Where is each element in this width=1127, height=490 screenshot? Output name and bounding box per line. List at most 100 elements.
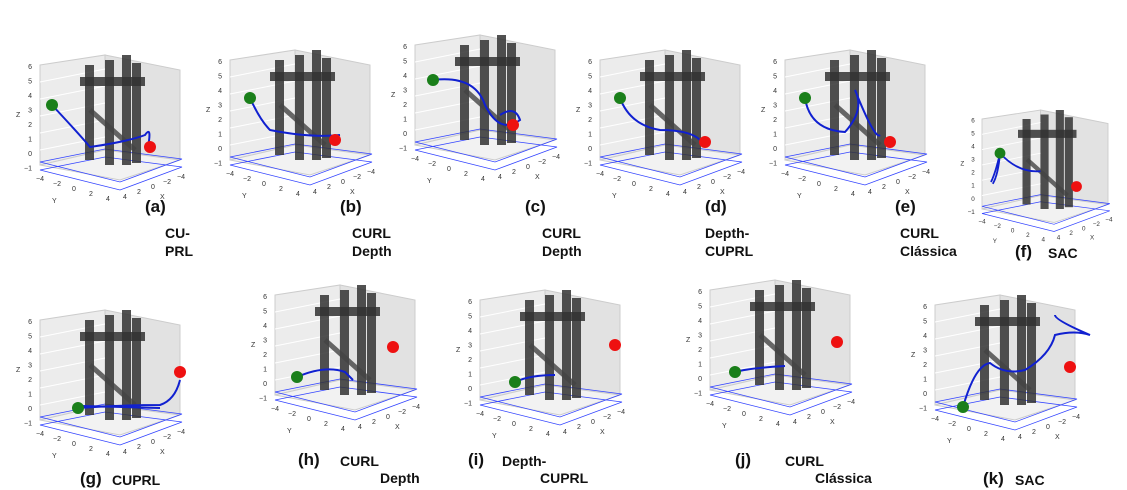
z-tick-label: 2 [218, 117, 222, 124]
z-tick-label: 0 [218, 146, 222, 153]
x-tick-label: 2 [137, 189, 141, 196]
z-tick-label: −1 [769, 160, 777, 167]
panel-caption: CUPRL [705, 243, 753, 259]
z-tick-label: 0 [28, 151, 32, 158]
x-tick-label: −4 [177, 429, 185, 436]
x-tick-label: −4 [1105, 216, 1113, 223]
y-tick-label: 4 [1041, 236, 1045, 243]
y-tick-label: 0 [632, 181, 636, 188]
y-tick-label: −2 [613, 176, 621, 183]
y-tick-label: 2 [834, 186, 838, 193]
panel-caption: PRL [165, 243, 193, 259]
x-tick-label: 4 [793, 419, 797, 426]
side-wall [1000, 295, 1075, 400]
z-tick-label: 6 [588, 59, 592, 66]
panel-caption: CUPRL [112, 472, 160, 488]
panel-label: (g) [80, 469, 102, 489]
z-tick-label: 3 [403, 87, 407, 94]
x-tick-label: −2 [833, 404, 841, 411]
x-tick-label: 4 [313, 189, 317, 196]
y-axis-label: Y [797, 193, 802, 200]
z-tick-label: 6 [218, 59, 222, 66]
x-tick-label: 0 [591, 419, 595, 426]
x-tick-label: −2 [1093, 221, 1101, 228]
y-tick-label: 2 [529, 426, 533, 433]
y-axis-label: Y [52, 198, 57, 205]
panel-label: (c) [525, 197, 546, 217]
beam [520, 312, 585, 321]
x-tick-label: 0 [151, 439, 155, 446]
z-tick-label: 1 [468, 371, 472, 378]
z-tick-label: −1 [259, 395, 267, 402]
z-tick-label: 4 [468, 328, 472, 335]
x-tick-label: 4 [358, 424, 362, 431]
panel-caption: CU- [165, 225, 190, 241]
x-tick-label: 0 [151, 184, 155, 191]
y-tick-label: −2 [493, 416, 501, 423]
z-axis-label: Z [911, 352, 916, 359]
panel-caption: Depth [542, 243, 582, 259]
y-axis-label: Y [947, 438, 952, 445]
panel-caption: CURL [900, 225, 939, 241]
z-tick-label: 0 [698, 376, 702, 383]
z-tick-label: −1 [464, 400, 472, 407]
z-tick-label: 5 [468, 313, 472, 320]
y-tick-label: −4 [706, 401, 714, 408]
plot-panel: 6543210−1Z−4−2024Y420−2−4X [206, 50, 375, 200]
z-tick-label: 5 [971, 131, 975, 138]
beam [825, 72, 890, 81]
panel-label: (e) [895, 197, 916, 217]
x-tick-label: 2 [327, 184, 331, 191]
x-axis-label: X [395, 424, 400, 431]
panel-caption: CURL [785, 453, 824, 469]
figure: 6 5 4 3 2 1 0 −1 Z −4 −2 0 2 4 Y 4 2 0 −2 −4 X 6 5 4 3 2 1 0 −1 Z −4 −2… [0, 0, 1127, 490]
y-tick-label: 2 [759, 416, 763, 423]
pillar [545, 295, 554, 400]
z-tick-label: 1 [971, 183, 975, 190]
x-tick-label: 0 [386, 414, 390, 421]
pillar [1041, 115, 1049, 210]
plot-panel: 6543210−1Z−4−2024Y420−2−4X [911, 295, 1090, 445]
y-tick-label: 4 [106, 196, 110, 203]
z-tick-label: 1 [28, 391, 32, 398]
pillar [105, 60, 114, 165]
y-tick-label: 0 [817, 181, 821, 188]
panel-label: (k) [983, 469, 1004, 489]
z-tick-label: 1 [28, 136, 32, 143]
pillar [1000, 300, 1009, 405]
x-tick-label: 2 [577, 424, 581, 431]
y-tick-label: −2 [288, 411, 296, 418]
x-tick-label: −2 [353, 174, 361, 181]
z-tick-label: 3 [468, 342, 472, 349]
start-marker [995, 148, 1006, 159]
y-tick-label: 2 [324, 421, 328, 428]
x-tick-label: 2 [512, 169, 516, 176]
y-tick-label: 0 [742, 411, 746, 418]
panel-label: (i) [468, 450, 484, 470]
z-tick-label: 3 [28, 362, 32, 369]
panel-label: (f) [1015, 242, 1032, 262]
z-tick-label: 4 [28, 348, 32, 355]
x-tick-label: −4 [617, 409, 625, 416]
plot-panel: 6543210−1Z−4−2024Y420−2−4X [251, 285, 420, 435]
y-tick-label: −2 [723, 406, 731, 413]
z-tick-label: 2 [28, 377, 32, 384]
z-tick-label: 4 [403, 73, 407, 80]
y-tick-label: −4 [36, 431, 44, 438]
goal-marker [174, 366, 186, 378]
x-axis-label: X [905, 189, 910, 196]
z-axis-label: Z [456, 347, 461, 354]
z-tick-label: 6 [28, 319, 32, 326]
x-axis-label: X [600, 429, 605, 436]
z-tick-label: 3 [698, 332, 702, 339]
z-tick-label: 3 [218, 102, 222, 109]
x-tick-label: 4 [1018, 434, 1022, 441]
x-axis-label: X [160, 449, 165, 456]
y-axis-label: Y [612, 193, 617, 200]
y-axis-label: Y [52, 453, 57, 460]
z-tick-label: 5 [403, 58, 407, 65]
y-tick-label: 2 [89, 446, 93, 453]
beam [640, 72, 705, 81]
y-tick-label: 4 [341, 426, 345, 433]
